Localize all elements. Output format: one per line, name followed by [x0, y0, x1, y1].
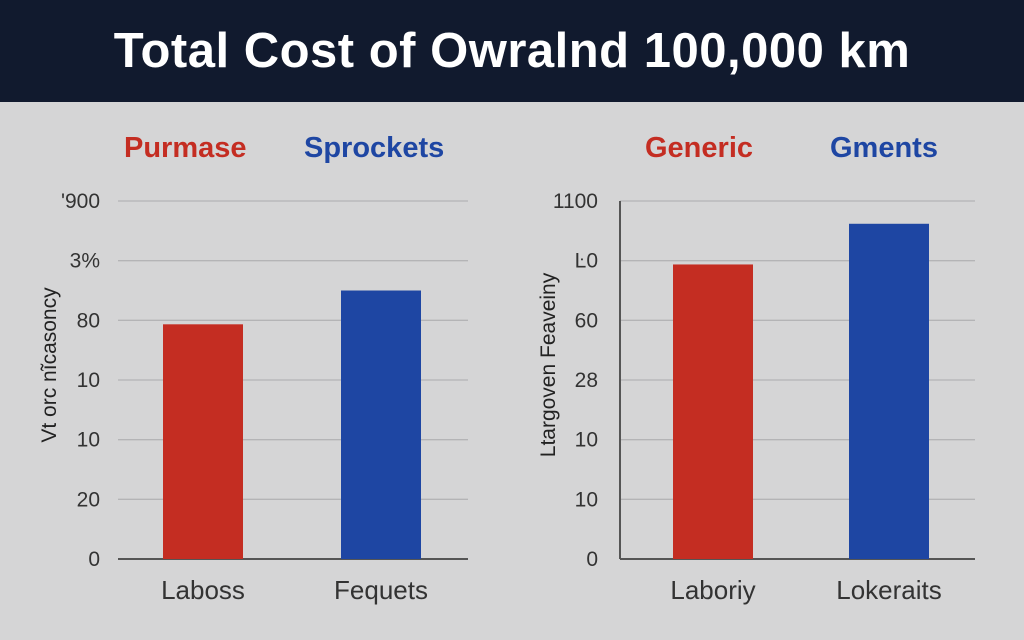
y-tick-label: 10 [575, 488, 598, 511]
y-tick-label: 10 [575, 429, 598, 452]
y-tick-label: 80 [77, 309, 100, 332]
x-tick-label: Laboriy [670, 575, 755, 605]
bar-lokeraits [849, 223, 929, 560]
y-tick-label: 3% [70, 250, 100, 273]
y-tick-label: 28 [575, 369, 598, 392]
title-banner: Total Cost of Owralnd 100,000 km [0, 0, 1024, 102]
y-tick-label: 1100 [553, 190, 598, 213]
y-tick-label: 10 [77, 369, 100, 392]
chart-title: Total Cost of Owralnd 100,000 km [113, 24, 911, 78]
y-tick-label: 20 [77, 488, 100, 511]
bar-laboss [163, 324, 243, 559]
y-tick-label: 10 [77, 429, 100, 452]
bar-fequets [341, 290, 421, 559]
legend-label-2-blue: Gments [830, 132, 938, 164]
x-tick-label: Lokeraits [836, 575, 942, 605]
legend-label-2-red: Generic [645, 132, 753, 164]
legend-label-1-red: Purmase [124, 132, 247, 164]
x-tick-label: Laboss [161, 575, 245, 605]
y-tick-label: 0 [586, 548, 598, 571]
y-tick-label: '900 [61, 190, 100, 213]
x-tick-label: Fequets [334, 575, 428, 605]
y-tick-label: Ŀ0 [575, 250, 598, 273]
legend-label-1-blue: Sprockets [304, 132, 445, 164]
bar-laboriy [673, 264, 753, 559]
y-tick-label: 60 [575, 309, 598, 332]
y-tick-label: 0 [88, 548, 100, 571]
